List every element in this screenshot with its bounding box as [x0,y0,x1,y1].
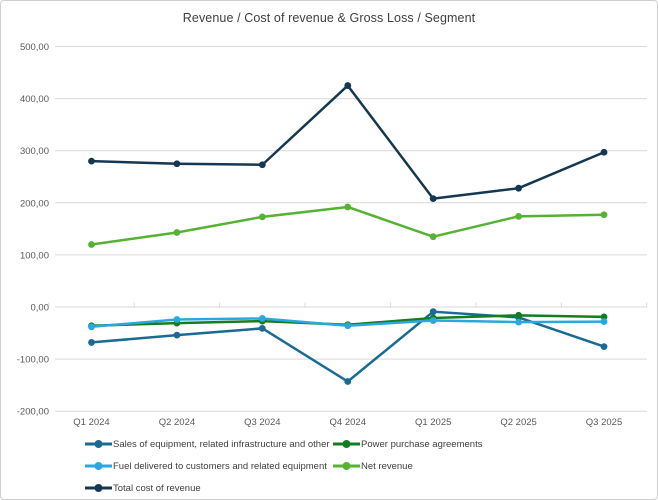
data-point-marker [344,322,351,329]
plot-area: 500,00 400,00 300,00 200,00 100,00 0,00 -100,0… [1,1,658,500]
data-point-marker [88,339,95,346]
data-point-marker [601,211,608,218]
data-point-marker [88,323,95,330]
data-point-marker [430,233,437,240]
data-point-marker [515,185,522,192]
data-point-marker [259,325,266,332]
data-point-marker [515,312,522,319]
data-point-marker [601,318,608,325]
series-line [92,207,605,245]
data-point-marker [259,213,266,220]
y-axis-tick-label: 0,00 [31,303,50,314]
chart-frame: Revenue / Cost of revenue & Gross Loss /… [0,0,658,500]
x-axis-tick-label: Q3 2025 [586,417,622,428]
data-point-marker [344,204,351,211]
data-point-marker [174,316,181,323]
data-point-marker [174,332,181,339]
x-axis-tick-label: Q2 2024 [159,417,195,428]
y-axis-tick-label: 500,00 [20,42,49,53]
y-axis-tick-label: 100,00 [20,250,49,261]
y-axis-tick-label: -200,00 [17,407,49,418]
data-point-marker [515,319,522,326]
data-point-marker [259,315,266,322]
y-axis-tick-label: 200,00 [20,198,49,209]
x-axis-tick-label: Q1 2024 [73,417,109,428]
data-point-marker [174,229,181,236]
x-axis-tick-label: Q1 2025 [415,417,451,428]
y-axis-tick-label: 300,00 [20,146,49,157]
data-point-marker [430,195,437,202]
data-point-marker [515,213,522,220]
data-point-marker [430,317,437,324]
data-point-marker [88,158,95,165]
data-point-marker [430,308,437,315]
x-axis-tick-label: Q2 2025 [500,417,536,428]
data-point-marker [601,149,608,156]
data-point-marker [88,241,95,248]
data-point-marker [344,378,351,385]
y-axis-tick-label: 400,00 [20,94,49,105]
x-axis-tick-label: Q4 2024 [330,417,366,428]
y-axis-tick-label: -100,00 [17,355,49,366]
data-point-marker [174,160,181,167]
data-point-marker [344,82,351,89]
data-point-marker [601,343,608,350]
series-line [92,86,605,199]
data-point-marker [259,161,266,168]
x-axis-tick-label: Q3 2024 [244,417,280,428]
